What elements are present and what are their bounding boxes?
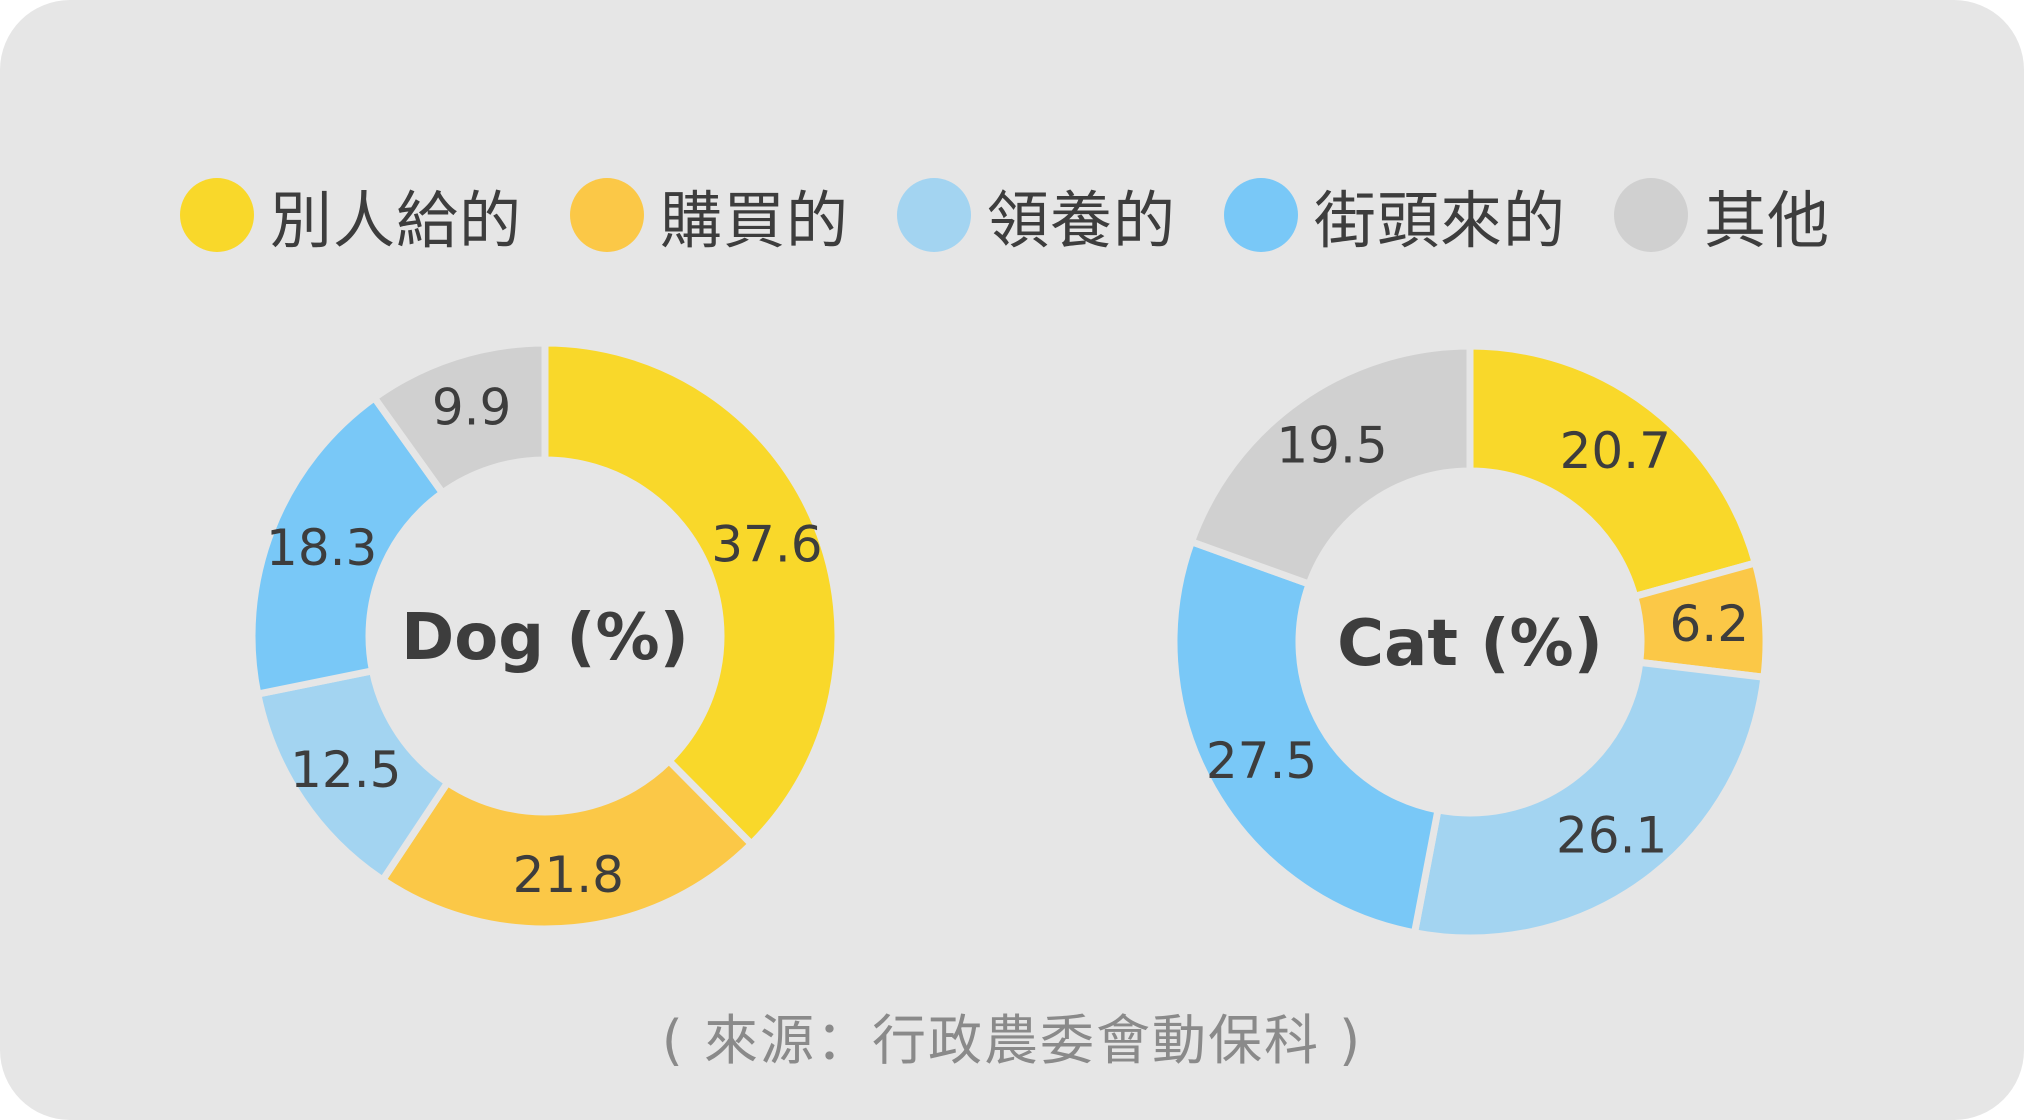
source-note: ( 來源：行政農委會動保科 )	[661, 1009, 1363, 1072]
legend-swatch-other	[1614, 178, 1689, 252]
donut-chart-dog: 37.6 21.8 12.5 18.3 9.9 Dog (%)	[248, 339, 842, 933]
slice-label-cat-street: 27.5	[1206, 732, 1317, 790]
slice-label-dog-street: 18.3	[266, 519, 377, 577]
legend-label-street: 街頭來的	[1314, 184, 1567, 257]
slice-label-cat-other: 19.5	[1276, 417, 1387, 475]
legend-swatch-given	[180, 178, 254, 252]
legend-item-purchased: 購買的	[570, 170, 849, 260]
slice-label-dog-other: 9.9	[432, 378, 512, 436]
slice-label-dog-given: 37.6	[711, 516, 822, 574]
slice-label-dog-purchased: 21.8	[513, 846, 624, 904]
donut-chart-cat: 20.7 6.2 26.1 27.5 19.5 Cat (%)	[1170, 342, 1770, 942]
slice-dog-other	[370, 339, 549, 497]
slice-dog-purchased	[379, 757, 755, 933]
legend-swatch-adopted	[897, 178, 972, 252]
slice-label-cat-purchased: 6.2	[1670, 595, 1750, 653]
center-title-cat: Cat (%)	[1337, 607, 1603, 681]
slice-label-cat-adopted: 26.1	[1556, 807, 1667, 865]
legend-item-given: 別人給的	[180, 170, 522, 260]
legend-item-other: 其他	[1614, 170, 1830, 260]
legend-label-given: 別人給的	[270, 184, 523, 257]
legend-label-other: 其他	[1704, 184, 1831, 257]
slice-label-cat-given: 20.7	[1560, 422, 1671, 480]
legend: 別人給的 購買的 領養的 街頭來的 其他	[180, 172, 1878, 258]
slice-cat-other	[1188, 342, 1474, 588]
slice-cat-given	[1466, 342, 1759, 600]
legend-swatch-purchased	[570, 178, 645, 252]
slice-dog-street	[248, 394, 447, 698]
legend-label-adopted: 領養的	[987, 184, 1177, 257]
legend-label-purchased: 購買的	[660, 184, 850, 257]
slice-dog-given	[541, 339, 842, 848]
slice-cat-adopted	[1411, 658, 1768, 942]
legend-swatch-street	[1224, 178, 1299, 252]
slice-cat-street	[1170, 538, 1442, 937]
center-title-dog: Dog (%)	[401, 601, 689, 675]
legend-item-adopted: 領養的	[897, 170, 1176, 260]
slice-label-dog-adopted: 12.5	[290, 741, 401, 799]
legend-item-street: 街頭來的	[1224, 170, 1566, 260]
